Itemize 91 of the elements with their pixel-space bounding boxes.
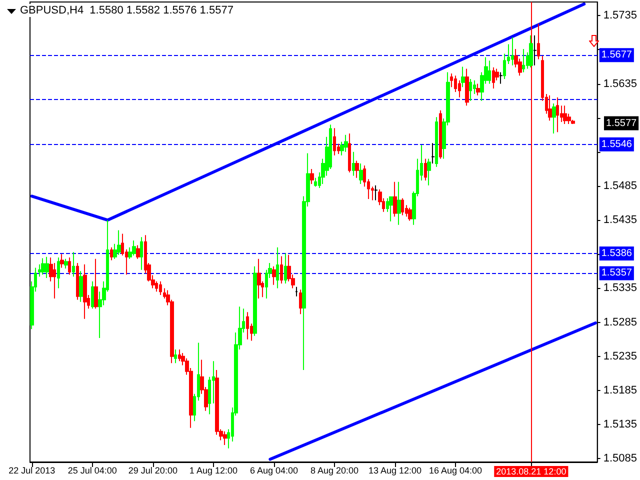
- candlestick: [450, 73, 453, 88]
- candlestick: [310, 168, 314, 184]
- candlestick: [476, 83, 480, 96]
- candlestick: [60, 254, 64, 268]
- candlestick: [140, 236, 143, 270]
- ref-line-label: 1.5357: [601, 268, 632, 279]
- y-tick-label: 1.5135: [603, 418, 638, 431]
- candlestick: [94, 258, 98, 310]
- y-tick-label: 1.5185: [603, 384, 638, 396]
- candlestick: [435, 116, 438, 168]
- candlestick: [64, 258, 68, 269]
- x-tick-label: 6 Aug 04:00: [250, 466, 298, 476]
- candlestick: [469, 78, 472, 102]
- candlestick: [511, 36, 514, 66]
- candlestick: [355, 160, 359, 178]
- candlestick: [79, 270, 83, 302]
- candlestick: [57, 257, 60, 289]
- candlestick: [563, 105, 567, 124]
- y-tick-label: 1.5085: [603, 452, 638, 465]
- candlestick: [45, 256, 49, 278]
- candlestick: [552, 103, 556, 134]
- candlestick: [223, 430, 227, 446]
- candlestick: [465, 68, 469, 106]
- candlestick: [174, 349, 177, 364]
- y-tick-label: 1.5335: [603, 282, 638, 294]
- candlestick: [488, 60, 491, 84]
- candlestick: [280, 256, 283, 284]
- candlestick: [537, 23, 540, 60]
- candlestick: [389, 196, 393, 222]
- candlestick: [110, 246, 113, 261]
- candlestick: [41, 258, 45, 276]
- text: 1.5577: [606, 118, 638, 129]
- candlestick: [299, 289, 302, 315]
- candlestick: [397, 181, 401, 226]
- candlestick: [83, 264, 87, 320]
- chart-title: GBPUSD,H4 1.5580 1.5582 1.5576 1.5577: [20, 4, 234, 16]
- candlestick: [284, 252, 287, 284]
- candlestick: [295, 286, 298, 297]
- candlestick: [272, 266, 276, 286]
- x-tick-label: 2013.08.21 12:00: [496, 466, 566, 476]
- candlestick: [401, 198, 404, 216]
- candlestick: [499, 72, 503, 84]
- y-tick-label: 1.5485: [603, 180, 638, 192]
- x-tick-label: 29 Jul 20:00: [128, 466, 178, 476]
- candlestick: [246, 312, 249, 340]
- candlestick: [424, 158, 427, 182]
- x-tick-label: 1 Aug 12:00: [189, 466, 238, 476]
- y-tick-label: 1.5285: [603, 316, 638, 328]
- candlestick: [556, 96, 559, 133]
- x-tick-label: 8 Aug 20:00: [310, 466, 359, 476]
- candlestick: [159, 280, 162, 296]
- candlestick: [522, 48, 525, 73]
- y-tick-label: 1.5735: [603, 10, 638, 22]
- x-tick-label: 22 Jul 2013: [8, 466, 56, 476]
- candlestick: [393, 181, 397, 218]
- candlestick: [136, 244, 140, 260]
- candlestick: [408, 207, 412, 222]
- candlestick: [76, 262, 79, 300]
- candlestick: [533, 34, 537, 66]
- candlestick: [431, 142, 435, 164]
- candlestick: [492, 66, 495, 90]
- candlestick: [461, 66, 465, 88]
- candlestick: [548, 94, 552, 122]
- candlestick: [348, 133, 351, 173]
- candlestick: [439, 110, 442, 160]
- candlestick: [178, 349, 181, 362]
- candlestick: [253, 266, 257, 336]
- x-tick-label: 16 Aug 04:00: [428, 466, 482, 476]
- candlestick: [91, 280, 94, 310]
- y-tick-label: 1.5435: [603, 214, 638, 226]
- candlestick: [458, 80, 461, 98]
- x-tick-label: 25 Jul 04:00: [68, 466, 117, 476]
- ref-line-label: 1.5546: [601, 138, 632, 150]
- candlestick: [117, 230, 121, 256]
- x-tick-label: 13 Aug 12:00: [368, 466, 422, 476]
- candlestick: [257, 258, 261, 299]
- candlestick: [333, 128, 336, 156]
- candlestick: [427, 158, 431, 186]
- ref-line-label: 1.5677: [601, 50, 632, 61]
- candlestick: [68, 257, 71, 276]
- candlestick: [132, 240, 136, 256]
- ref-line-label: 1.5386: [601, 248, 632, 259]
- candlestick: [352, 151, 355, 176]
- candlestick: [72, 252, 75, 278]
- candlestick: [344, 134, 348, 152]
- y-tick-label: 1.5635: [603, 78, 638, 90]
- candlestick: [276, 246, 279, 289]
- candlestick: [529, 34, 533, 68]
- y-tick-label: 1.5235: [603, 350, 638, 362]
- candlestick: [374, 184, 378, 201]
- candlestick: [359, 163, 363, 184]
